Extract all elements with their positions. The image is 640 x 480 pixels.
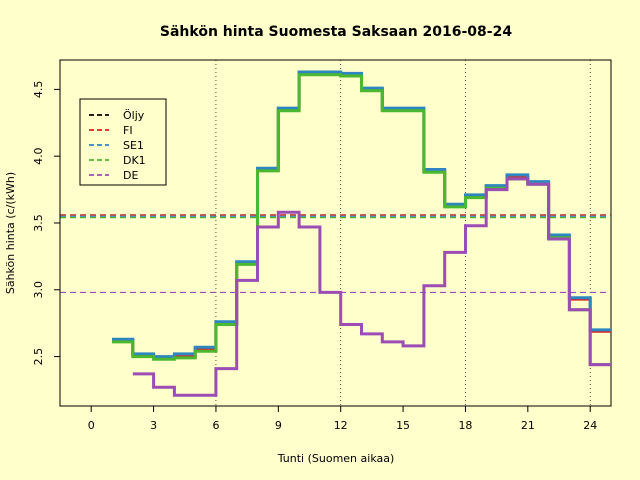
x-axis-label: Tunti (Suomen aikaa) (277, 452, 395, 465)
legend: Öljy FI SE1 DK1 DE (79, 98, 167, 186)
legend-label-de: DE (123, 169, 138, 182)
x-axis: 0 3 6 9 12 15 18 21 24 (88, 405, 597, 432)
x-tick-label-0: 0 (88, 419, 95, 432)
series-line-dk1 (112, 73, 611, 367)
y-tick-label-1: 3.0 (32, 281, 45, 299)
y-tick-label-3: 4.0 (32, 147, 45, 165)
y-tick-label-2: 3.5 (32, 214, 45, 232)
legend-label-dk1: DK1 (123, 154, 146, 167)
legend-label-fi: FI (123, 124, 133, 137)
y-tick-label-0: 2.5 (32, 348, 45, 366)
x-tick-label-6: 6 (212, 419, 219, 432)
x-tick-label-15: 15 (396, 419, 410, 432)
x-tick-label-21: 21 (521, 419, 535, 432)
y-tick-label-4: 4.5 (32, 81, 45, 99)
chart-title: Sähkön hinta Suomesta Saksaan 2016-08-24 (160, 24, 512, 40)
legend-box (79, 98, 167, 186)
y-axis: 2.5 3.0 3.5 4.0 4.5 (32, 81, 61, 366)
average-lines (60, 214, 611, 294)
series-line-fi (112, 71, 611, 360)
x-tick-label-9: 9 (275, 419, 282, 432)
x-tick-label-12: 12 (334, 419, 348, 432)
x-tick-label-3: 3 (150, 419, 157, 432)
series-lines (112, 70, 611, 397)
series-line-se1 (112, 70, 611, 359)
x-tick-label-18: 18 (458, 419, 472, 432)
x-tick-label-24: 24 (583, 419, 597, 432)
legend-label--ljy: Öljy (123, 109, 145, 122)
y-axis-label: Sähkön hinta (c/(kWh) (4, 172, 17, 294)
series-line-de (132, 177, 611, 397)
legend-label-se1: SE1 (123, 139, 144, 152)
